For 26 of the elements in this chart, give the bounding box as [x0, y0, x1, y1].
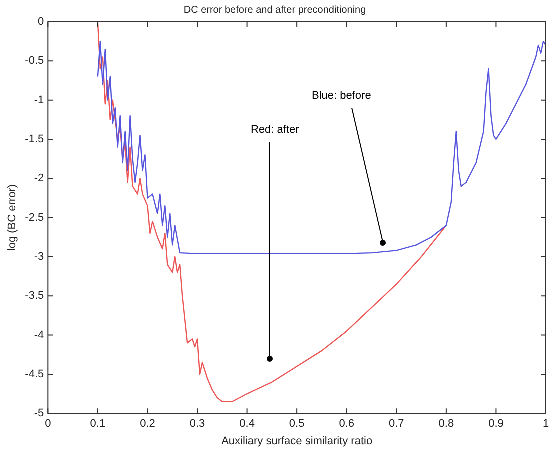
- y-tick-label: -2.5: [25, 212, 44, 224]
- x-tick-label: 0.5: [289, 418, 305, 430]
- x-tick-label: 0.8: [438, 418, 454, 430]
- y-tick-label: -3: [34, 250, 44, 263]
- annotation: Red: after: [251, 124, 300, 136]
- y-tick-label: 0: [38, 16, 44, 28]
- y-tick-label: -4: [34, 329, 44, 342]
- annotation: Blue: before: [312, 90, 372, 102]
- chart-title: DC error before and after preconditioning: [184, 4, 366, 16]
- y-tick-label: -5: [34, 408, 44, 420]
- x-tick-label: 0.1: [90, 418, 106, 430]
- x-tick-label: 0.9: [488, 418, 504, 430]
- y-tick-label: -1.5: [25, 134, 44, 146]
- x-tick-label: 1: [542, 418, 550, 430]
- y-axis-title: log (BC error): [6, 184, 19, 252]
- y-tick-label: -1: [34, 94, 44, 106]
- y-tick-label: -2: [34, 172, 44, 185]
- y-tick-label: -3.5: [25, 290, 44, 302]
- x-tick-label: 0.7: [389, 418, 404, 430]
- x-tick-label: 0.2: [140, 418, 156, 430]
- x-tick-label: 0.4: [240, 418, 255, 430]
- x-tick-label: 0.3: [190, 418, 206, 430]
- y-tick-label: -4.5: [25, 368, 44, 380]
- x-tick-label: 0.6: [339, 418, 355, 430]
- y-tick-label: -0.5: [25, 55, 44, 68]
- x-axis-title: Auxiliary surface similarity ratio: [222, 435, 373, 448]
